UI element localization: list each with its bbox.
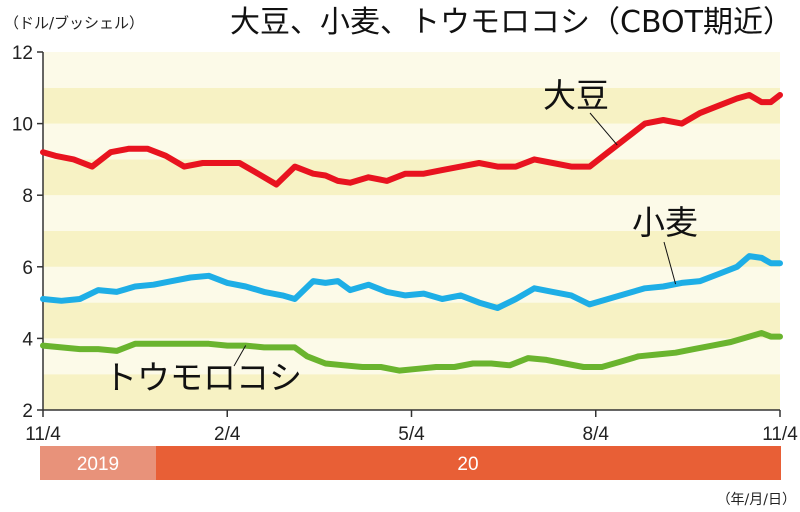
year-band-2020 [156, 446, 781, 480]
series-line-2 [40, 330, 783, 374]
year-label-2020: 20 [457, 454, 478, 475]
band-7 [43, 195, 780, 231]
leader-soybean [589, 112, 618, 146]
series-label-corn: トウモロコシ [104, 358, 302, 397]
y-tick-label: 6 [22, 258, 33, 279]
date-format-note: （年/月/日） [717, 492, 796, 508]
x-tick-label: 5/4 [398, 424, 425, 445]
background-bands [43, 52, 780, 410]
y-ticks: 2 4 6 8 10 12 [12, 43, 43, 422]
band-11 [43, 52, 780, 88]
x-tick-label: 11/4 [762, 424, 798, 445]
band-6 [43, 231, 780, 267]
y-tick-label: 2 [22, 401, 33, 422]
year-label-2019: 2019 [77, 454, 119, 475]
year-band-2019 [40, 446, 156, 480]
y-tick-label: 8 [22, 186, 33, 207]
series-label-wheat: 小麦 [632, 203, 698, 242]
series-label-soybean: 大豆 [543, 76, 609, 115]
band-8 [43, 159, 780, 196]
label-leaders [233, 112, 677, 367]
series-line-1 [40, 253, 783, 311]
band-10 [43, 87, 780, 124]
y-tick-label: 10 [12, 115, 33, 136]
series-lines [40, 92, 783, 374]
leader-corn [233, 345, 247, 367]
x-tick-label: 2/4 [214, 424, 241, 445]
leader-wheat [663, 241, 677, 285]
x-tick-label: 8/4 [583, 424, 610, 445]
chart-title: 大豆、小麦、トウモロコシ（CBOT期近） [230, 5, 793, 40]
x-tick-label: 11/4 [25, 424, 61, 445]
y-tick-label: 4 [22, 329, 33, 350]
y-tick-label: 12 [12, 43, 33, 64]
band-2 [43, 374, 780, 410]
series-line-0 [40, 92, 783, 188]
x-ticks: 11/4 2/4 5/4 8/4 11/4 [25, 410, 798, 445]
y-unit-label: （ドル/ブッシェル） [4, 14, 144, 32]
band-4 [43, 302, 780, 339]
